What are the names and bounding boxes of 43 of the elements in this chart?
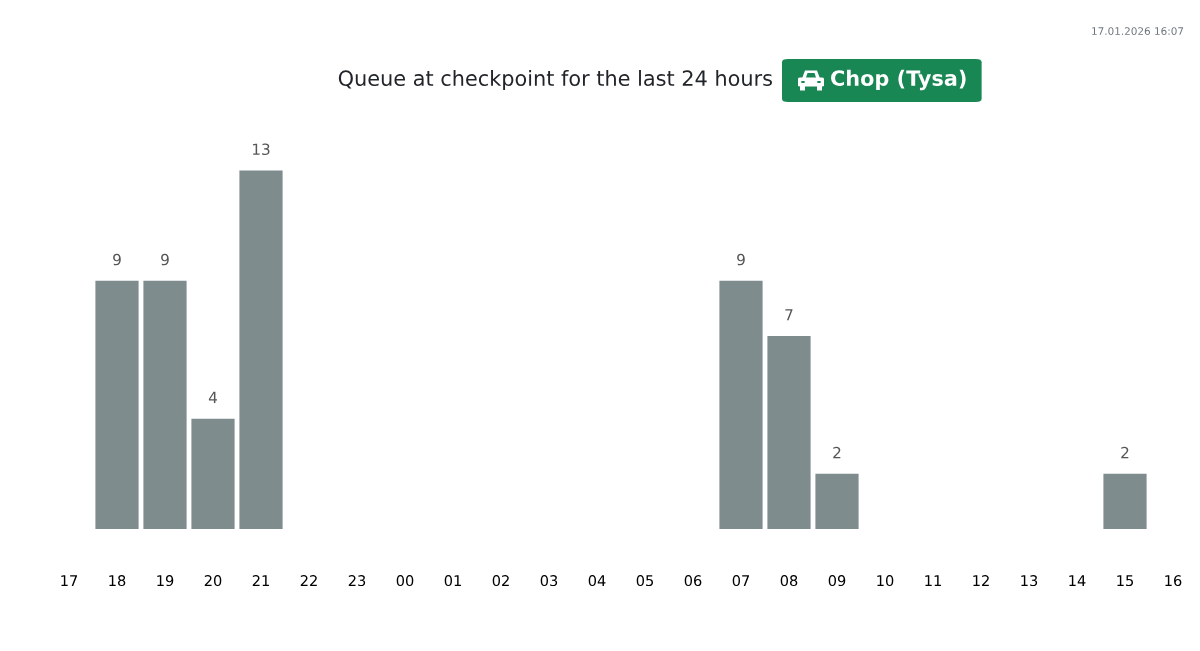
bar [191, 418, 235, 529]
x-tick-label: 17 [61, 575, 78, 586]
x-tick-label: 13 [1021, 575, 1038, 587]
data-label: 2 [833, 446, 841, 459]
x-tick-label: 03 [540, 575, 558, 587]
x-tick-label: 09 [828, 575, 846, 587]
chart-subtitle: Chop (Tysa) [831, 69, 966, 91]
x-tick-label: 22 [300, 575, 317, 586]
x-tick-label: 10 [877, 575, 894, 587]
x-tick-label: 19 [157, 575, 174, 587]
x-tick-label: 14 [1069, 575, 1086, 586]
x-tick-label: 01 [444, 575, 461, 587]
x-tick-label: 16 [1165, 575, 1182, 587]
x-tick-label: 07 [732, 575, 750, 587]
x-tick-label: 08 [780, 575, 798, 587]
x-tick-label: 02 [492, 575, 509, 587]
data-label: 2 [1121, 446, 1129, 459]
x-tick-label: 20 [204, 575, 222, 587]
bar [767, 335, 811, 529]
x-tick-label: 15 [1117, 575, 1133, 587]
data-label: 9 [113, 253, 121, 266]
x-tick-label: 23 [348, 575, 366, 587]
data-label: 7 [785, 309, 793, 321]
x-tick-label: 05 [636, 575, 653, 587]
text: 17.01.2026 16:07 [1092, 27, 1184, 36]
x-tick-label: 18 [109, 575, 126, 587]
bar [815, 473, 859, 529]
bar [95, 280, 139, 529]
x-tick-label: 06 [684, 575, 702, 587]
data-label: 9 [737, 253, 745, 266]
bar [239, 170, 283, 529]
bar [719, 280, 763, 529]
bar [1103, 473, 1147, 529]
x-tick-label: 12 [973, 575, 989, 586]
data-label: 4 [208, 391, 217, 404]
data-label: 9 [161, 253, 169, 266]
data-label: 13 [252, 143, 270, 156]
x-tick-label: 21 [252, 575, 269, 586]
x-tick-label: 00 [396, 575, 414, 587]
chart-title: Queue at checkpoint for the last 24 hours [338, 69, 772, 91]
bar [143, 280, 187, 529]
x-tick-label: 04 [588, 575, 606, 587]
x-tick-label: 11 [925, 575, 941, 586]
